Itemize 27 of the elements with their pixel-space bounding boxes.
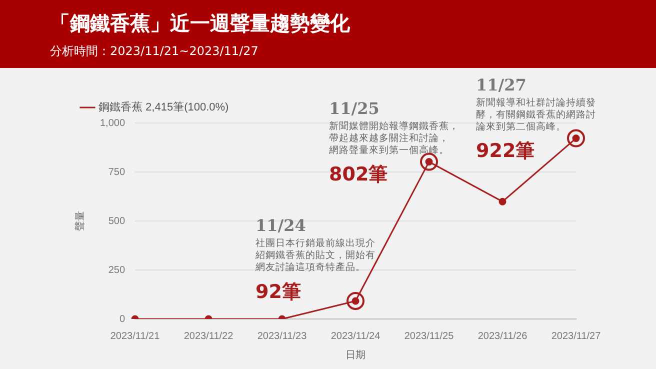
x-tick-label: 2023/11/21 bbox=[110, 330, 160, 342]
annotation: 11/24 bbox=[256, 216, 306, 236]
x-tick-label: 2023/11/26 bbox=[478, 330, 528, 342]
annotation: 新聞媒體開始報導鋼鐵香蕉，帶起越來越多關注和討論，網路聲量來到第一個高峰。 bbox=[328, 120, 460, 156]
x-tick-label: 2023/11/24 bbox=[330, 330, 381, 342]
annotation: 新聞報導和社群討論持續發酵，有關鋼鐵香蕉的網路討論來到第二個高峰。 bbox=[476, 96, 596, 133]
annotation: 92筆 bbox=[256, 280, 301, 303]
annotation: 社團日本行銷最前線出現介紹鋼鐵香蕉的貼文，開始有網友討論這項奇特產品。 bbox=[254, 237, 376, 274]
y-tick-label: 250 bbox=[108, 264, 126, 276]
x-tick-label: 2023/11/22 bbox=[184, 330, 234, 342]
chart-title: 「鋼鐵香蕉」近一週聲量趨勢變化 bbox=[50, 10, 351, 37]
y-tick-label: 1,000 bbox=[100, 118, 126, 129]
y-tick-label: 500 bbox=[108, 216, 126, 227]
x-tick-label: 2023/11/27 bbox=[551, 330, 602, 342]
annotation: 802筆 bbox=[329, 164, 388, 186]
text: 11/27 bbox=[476, 75, 526, 94]
x-tick-label: 2023/11/23 bbox=[257, 330, 308, 342]
x-tick-label: 2023/11/25 bbox=[404, 330, 454, 342]
y-tick-label: 0 bbox=[119, 314, 126, 325]
text: 11/25 bbox=[329, 98, 380, 118]
y-tick-label: 750 bbox=[108, 166, 126, 178]
annotation: 922筆 bbox=[476, 140, 535, 162]
chart-subtitle: 分析時間：2023/11/21~2023/11/27 bbox=[50, 43, 260, 60]
legend-label: 鋼鐵香蕉 2,415筆(100.0%) bbox=[98, 100, 229, 114]
y-axis-title: 聲量 bbox=[74, 211, 86, 231]
point bbox=[498, 198, 506, 206]
x-axis-title: 日期 bbox=[346, 348, 366, 361]
